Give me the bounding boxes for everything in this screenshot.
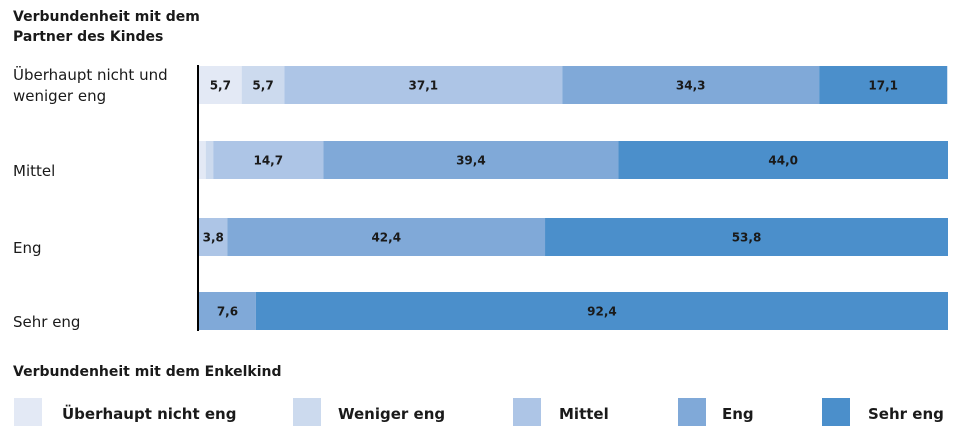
bar-segment — [323, 141, 619, 179]
y-tick-label: Überhaupt nicht und weniger eng — [13, 66, 168, 105]
legend-label: Mittel — [559, 405, 609, 423]
data-label: 37,1 — [409, 79, 439, 93]
legend-label: Überhaupt nicht eng — [62, 405, 237, 423]
bar-segment — [255, 292, 948, 330]
bar-segment — [284, 66, 563, 104]
data-label: 42,4 — [371, 231, 401, 245]
chart-title: Verbundenheit mit dem Partner des Kindes — [13, 9, 200, 45]
bar-segment — [562, 66, 820, 104]
legend-label: Sehr eng — [868, 405, 944, 423]
y-tick-label: Mittel — [13, 162, 56, 180]
data-label: 44,0 — [768, 154, 798, 168]
legend-label: Weniger eng — [338, 405, 446, 423]
bar-segment — [213, 141, 324, 179]
legend-swatch — [678, 398, 706, 426]
data-label: 5,7 — [252, 79, 273, 93]
bar-segment — [199, 66, 242, 104]
legend-swatch — [513, 398, 541, 426]
y-tick-label: Eng — [13, 239, 42, 257]
bar-segment — [205, 141, 214, 179]
data-label: 14,7 — [253, 154, 283, 168]
data-label: 7,6 — [217, 305, 238, 319]
bar-segment — [618, 141, 948, 179]
legend-swatch — [822, 398, 850, 426]
bar-segment — [545, 218, 948, 256]
y-tick-label: Sehr eng — [13, 313, 81, 331]
legend-swatch — [14, 398, 42, 426]
bar-segment — [199, 218, 228, 256]
bar-segment — [241, 66, 285, 104]
data-label: 53,8 — [732, 231, 762, 245]
data-label: 34,3 — [676, 79, 706, 93]
data-label: 17,1 — [868, 79, 898, 93]
data-label: 3,8 — [203, 231, 224, 245]
data-label: 5,7 — [210, 79, 231, 93]
bar-segment — [199, 292, 256, 330]
legend-swatch — [293, 398, 321, 426]
legend-label: Eng — [722, 405, 754, 423]
legend-title: Verbundenheit mit dem Enkelkind — [13, 364, 282, 380]
data-label: 39,4 — [456, 154, 486, 168]
bar-segment — [819, 66, 948, 104]
data-label: 92,4 — [587, 305, 617, 319]
bar-segment — [227, 218, 546, 256]
bar-segment — [199, 141, 206, 179]
